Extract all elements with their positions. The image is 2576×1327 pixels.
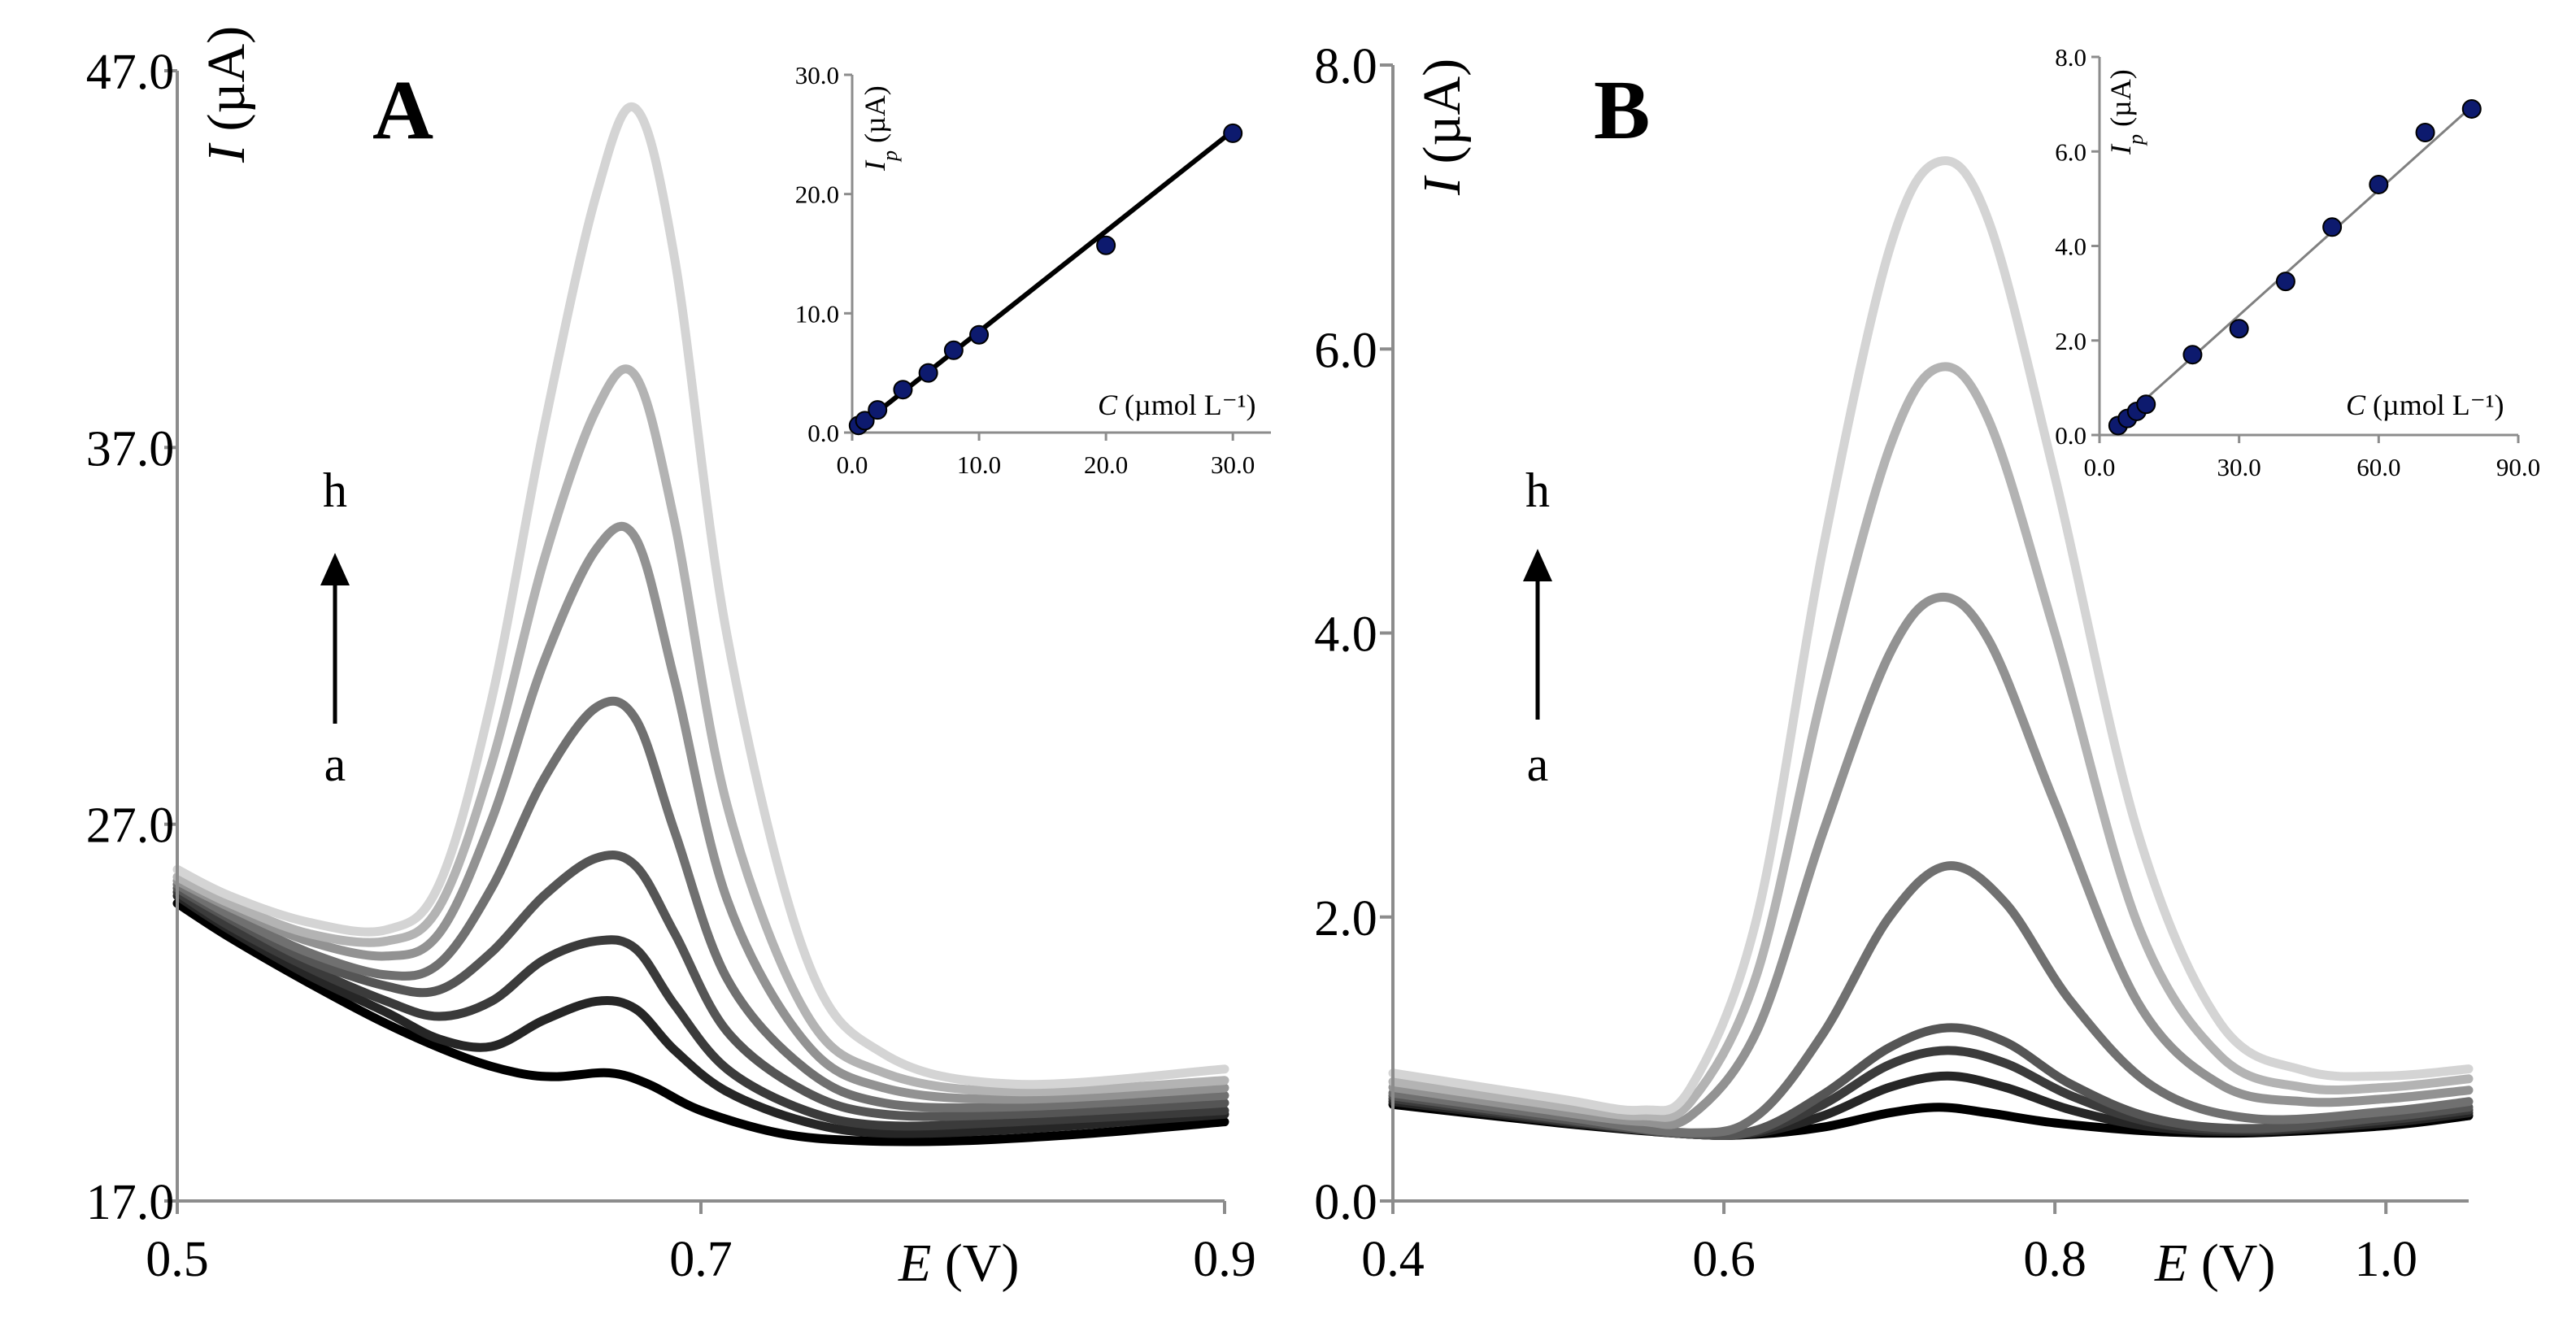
voltammogram-curve-h [1388, 156, 2474, 1116]
inset-data-point [2275, 272, 2295, 292]
inset-marks [2108, 98, 2482, 436]
inset-x-tick-label: 30.0 [1211, 450, 1255, 479]
inset-data-point [969, 324, 990, 345]
inset-fit-line [2113, 105, 2473, 429]
axis-titles: I (µA) E (V) B [1412, 59, 2275, 1293]
chart-panel-a: 17.0 27.0 37.0 47.0 0.5 0.7 0.9 I (µA) E (V) A… [86, 26, 1271, 1293]
voltammogram-curve-a [172, 898, 1229, 1146]
inset-data-point [868, 400, 888, 420]
inset-data-point [855, 411, 875, 431]
inset-data-point [2369, 174, 2389, 194]
y-tick-label: 37.0 [86, 421, 175, 476]
y-tick-label: 8.0 [1314, 39, 1377, 94]
x-tick-label: 0.9 [1193, 1232, 1256, 1287]
curves-group [1388, 156, 2474, 1140]
arrow-end-label: h [323, 463, 347, 517]
x-tick-label: 0.6 [1692, 1232, 1756, 1287]
inset-data-point [2136, 394, 2156, 415]
inset-y-tick-label: 20.0 [795, 181, 839, 209]
arrow-head-icon [320, 553, 350, 585]
direction-arrow: h a [320, 463, 350, 791]
x-axis-title: E (V) [2154, 1233, 2275, 1293]
chart-panel-b: 0.0 2.0 4.0 6.0 8.0 0.4 0.6 0.8 1.0 I (µA) E (V)… [1314, 39, 2540, 1293]
voltammogram-curve-c [172, 887, 1229, 1131]
y-tick-label: 47.0 [86, 45, 175, 100]
x-tick-label: 0.8 [2023, 1232, 2086, 1287]
inset-data-point [2229, 319, 2249, 339]
arrow-start-label: a [1527, 737, 1549, 791]
inset-y-tick-label: 0.0 [807, 419, 839, 447]
inset-data-point [893, 380, 913, 400]
inset-y-tick-label: 2.0 [2055, 327, 2086, 355]
inset-y-tick-label: 10.0 [795, 299, 839, 328]
inset-y-tick-label: 8.0 [2055, 43, 2086, 72]
inset-x-tick-label: 0.0 [2084, 453, 2116, 481]
arrow-head-icon [1523, 549, 1552, 581]
inset-fit-line [854, 128, 1235, 431]
voltammogram-curve-d [172, 851, 1229, 1121]
inset-x-tick-label: 90.0 [2496, 453, 2540, 481]
inset-data-point [943, 340, 964, 360]
inset-data-point [1223, 123, 1243, 143]
panel-label: A [372, 63, 433, 157]
inset-x-axis-title: C (µmol L⁻¹) [1098, 389, 1256, 421]
inset-x-tick-label: 30.0 [2217, 453, 2261, 481]
inset-x-tick-label: 0.0 [837, 450, 868, 479]
y-tick-label: 17.0 [86, 1175, 175, 1230]
inset-data-point [2415, 123, 2435, 142]
inset-ticks: 0.0 2.0 4.0 6.0 8.0 0.0 30.0 60.0 90.0 [2055, 43, 2540, 481]
inset-x-axis-title: C (µmol L⁻¹) [2346, 389, 2504, 421]
panel-label: B [1594, 63, 1650, 157]
x-tick-label: 0.5 [146, 1232, 209, 1287]
calibration-inset: 0.0 10.0 20.0 30.0 0.0 10.0 20.0 30.0 Ip (µA) C… [795, 61, 1271, 479]
direction-arrow: h a [1523, 463, 1552, 791]
axis-titles: I (µA) E (V) A [197, 26, 1019, 1293]
inset-data-point [2322, 217, 2343, 237]
y-tick-label: 27.0 [86, 798, 175, 854]
ticks: 17.0 27.0 37.0 47.0 0.5 0.7 0.9 [86, 45, 1256, 1287]
inset-ticks: 0.0 10.0 20.0 30.0 0.0 10.0 20.0 30.0 [795, 61, 1255, 479]
inset-y-tick-label: 4.0 [2055, 233, 2086, 261]
inset-data-point [1096, 235, 1116, 255]
voltammogram-curve-e [1388, 861, 2474, 1138]
x-tick-label: 1.0 [2354, 1232, 2417, 1287]
inset-x-tick-label: 20.0 [1084, 450, 1128, 479]
voltammogram-curve-g [172, 364, 1229, 1097]
y-tick-label: 6.0 [1314, 323, 1377, 378]
voltammogram-curve-h [172, 102, 1229, 1090]
voltammogram-curve-e [172, 696, 1229, 1112]
calibration-inset: 0.0 2.0 4.0 6.0 8.0 0.0 30.0 60.0 90.0 Ip (µA) C… [2055, 43, 2540, 481]
inset-data-point [2461, 98, 2482, 119]
y-tick-label: 2.0 [1314, 891, 1377, 946]
inset-data-point [2182, 345, 2203, 365]
inset-data-point [918, 363, 938, 383]
inset-y-axis-title: Ip (µA) [859, 85, 902, 172]
voltammogram-curve-b [172, 891, 1229, 1138]
ticks: 0.0 2.0 4.0 6.0 8.0 0.4 0.6 0.8 1.0 [1314, 39, 2417, 1287]
y-axis-title: I (µA) [197, 26, 256, 163]
axes: 17.0 27.0 37.0 47.0 0.5 0.7 0.9 [86, 45, 1256, 1287]
y-tick-label: 4.0 [1314, 607, 1377, 663]
y-tick-label: 0.0 [1314, 1175, 1377, 1230]
x-tick-label: 0.7 [669, 1232, 733, 1287]
curves-group [172, 102, 1229, 1146]
axes: 0.0 2.0 4.0 6.0 8.0 0.4 0.6 0.8 1.0 [1314, 39, 2469, 1287]
voltammogram-curve-f [172, 521, 1229, 1104]
arrow-start-label: a [324, 737, 346, 791]
arrow-end-label: h [1525, 463, 1550, 517]
inset-x-tick-label: 60.0 [2356, 453, 2400, 481]
inset-y-tick-label: 6.0 [2055, 137, 2086, 166]
x-axis-title: E (V) [898, 1233, 1019, 1293]
inset-y-tick-label: 0.0 [2055, 421, 2086, 450]
inset-marks [848, 123, 1243, 436]
y-axis-title: I (µA) [1412, 59, 1472, 196]
inset-x-tick-label: 10.0 [957, 450, 1001, 479]
inset-y-tick-label: 30.0 [795, 61, 839, 89]
x-tick-label: 0.4 [1361, 1232, 1425, 1287]
inset-y-axis-title: Ip (µA) [2104, 69, 2147, 155]
voltammogram-curve-g [1388, 362, 2474, 1122]
voltammogram-curve-f [1388, 592, 2474, 1129]
